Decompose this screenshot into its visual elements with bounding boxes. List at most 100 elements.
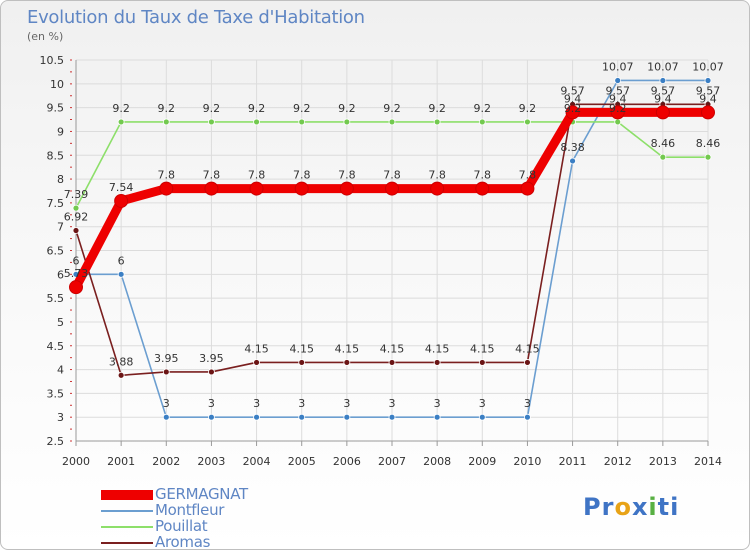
data-point (117, 371, 125, 379)
y-tick-label: 5.5 (47, 292, 65, 305)
data-point (701, 105, 715, 120)
logo-letter: o (614, 493, 632, 521)
data-point (72, 227, 80, 234)
x-tick-label: 2002 (152, 455, 180, 468)
data-point (253, 413, 260, 421)
data-label: 9.4 (564, 92, 582, 105)
data-label: 8.38 (560, 141, 585, 154)
data-point (72, 204, 80, 212)
y-tick-label: 8 (57, 173, 64, 186)
data-label: 7.8 (338, 169, 356, 182)
y-tick-label: 3 (57, 411, 64, 424)
data-point (388, 118, 396, 126)
data-label: 6 (118, 254, 125, 267)
data-point (610, 105, 625, 120)
data-label: 3 (253, 397, 260, 410)
x-tick-label: 2010 (513, 455, 541, 468)
data-label: 3 (163, 397, 170, 410)
ticks: 2.5 3 3.5 4 4.5 5 5.5 6 6.5 7 7.5 8 8.5 9 9.5 10 10.5 200… (40, 54, 723, 468)
data-point (253, 118, 260, 126)
data-point (343, 413, 351, 421)
data-label: 9.2 (203, 102, 221, 115)
data-point (478, 413, 486, 421)
logo-letter: x (631, 493, 649, 521)
data-label: 3 (524, 397, 531, 410)
unit-label: (en %) (27, 30, 64, 43)
y-tick-label: 8.5 (47, 149, 65, 162)
logo-letter: t (657, 493, 671, 521)
x-tick-label: 2000 (62, 455, 90, 468)
data-point (294, 181, 309, 196)
legend-label: Pouillat (155, 517, 208, 535)
data-point (343, 359, 351, 366)
data-label: 10.07 (602, 60, 634, 73)
x-tick-label: 2014 (694, 455, 722, 468)
data-point (478, 118, 486, 126)
data-point (159, 181, 174, 196)
legend-item-1: Montfleur (101, 501, 361, 519)
y-tick-label: 4 (57, 364, 64, 377)
data-label: 9.2 (609, 102, 627, 115)
data-point (388, 359, 396, 366)
x-tick-label: 2009 (468, 455, 496, 468)
data-point (208, 368, 215, 376)
y-tick-label: 9 (57, 125, 64, 138)
proxiti-logo: Proxiti (583, 493, 679, 521)
y-tick-label: 10.5 (40, 54, 65, 67)
data-label: 8.46 (696, 137, 721, 150)
data-label: 9.2 (293, 102, 311, 115)
data-point (385, 181, 399, 196)
data-point (433, 118, 441, 126)
data-label: 9.2 (564, 102, 582, 115)
data-label: 9.4 (609, 92, 627, 105)
data-label: 9.2 (474, 102, 492, 115)
data-label: 3.88 (109, 355, 134, 368)
x-tick-label: 2006 (333, 455, 361, 468)
data-label: 4.15 (380, 342, 405, 355)
data-point (475, 181, 490, 196)
data-point (478, 359, 486, 366)
data-label: 9.4 (699, 92, 717, 105)
data-label: 3.95 (199, 352, 224, 365)
legend-item-0: GERMAGNAT (101, 485, 361, 503)
data-point (339, 181, 354, 196)
data-point (704, 153, 712, 161)
data-point (614, 118, 622, 126)
data-label: 7.54 (109, 181, 134, 194)
data-label: 4.15 (289, 342, 314, 355)
data-label: 7.8 (428, 169, 446, 182)
data-label: 4.15 (425, 342, 450, 355)
data-point (249, 181, 264, 196)
x-tick-label: 2005 (288, 455, 316, 468)
logo-letter: i (670, 493, 680, 521)
data-point (704, 77, 712, 84)
y-tick-label: 6 (57, 268, 64, 281)
data-point (253, 359, 260, 366)
y-tick-label: 7.5 (47, 197, 65, 210)
data-label: 9.2 (383, 102, 401, 115)
data-label: 3 (479, 397, 486, 410)
data-label: 8.46 (651, 137, 676, 150)
data-label: 10.07 (647, 60, 679, 73)
series-layer (69, 77, 715, 421)
data-point (114, 193, 129, 208)
y-tick-label: 2.5 (47, 435, 65, 448)
legend-swatch-2 (101, 526, 153, 528)
data-point (614, 77, 622, 84)
legend-item-3: Aromas (101, 533, 361, 549)
data-label: 7.8 (474, 169, 492, 182)
data-label: 4.15 (470, 342, 495, 355)
y-tick-label: 4.5 (47, 340, 65, 353)
data-point (520, 181, 535, 196)
data-point (162, 368, 170, 376)
data-point (298, 413, 306, 421)
data-label: 3 (343, 397, 350, 410)
x-tick-label: 2001 (107, 455, 135, 468)
data-point (298, 359, 306, 366)
data-label: 7.8 (203, 169, 221, 182)
data-point (298, 118, 306, 126)
data-label: 3 (434, 397, 441, 410)
data-label: 9.57 (651, 84, 676, 97)
data-label: 9.2 (428, 102, 446, 115)
